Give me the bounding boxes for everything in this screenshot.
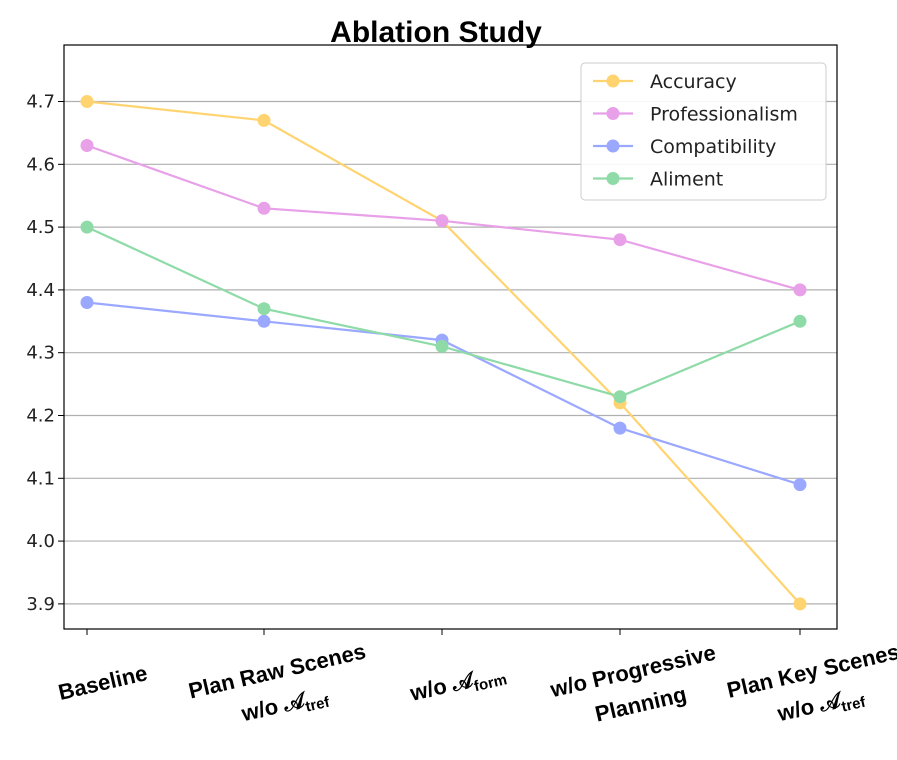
x-tick-label: Baseline <box>56 660 150 705</box>
legend-box <box>580 62 827 201</box>
legend-label-aliment: Aliment <box>650 169 723 191</box>
data-point-aliment <box>80 220 94 234</box>
series-layer <box>80 95 807 611</box>
data-point-professionalism <box>435 214 449 228</box>
data-point-professionalism <box>613 233 627 247</box>
data-point-aliment <box>793 314 807 328</box>
legend-marker-compatibility <box>606 139 620 153</box>
y-tick-label: 4.7 <box>26 92 55 113</box>
plot-frame <box>63 44 838 630</box>
data-point-professionalism <box>793 283 807 297</box>
chart-title: Ablation Study <box>330 16 542 49</box>
gridlines <box>64 100 837 605</box>
y-tick-label: 4.5 <box>26 217 55 238</box>
data-point-aliment <box>257 302 271 316</box>
y-axis-ticks: 3.9 4.0 4.1 4.2 4.3 4.4 4.5 4.6 4.7 <box>26 92 64 615</box>
data-point-compatibility <box>613 421 627 435</box>
legend-label-compatibility: Compatibility <box>650 136 776 158</box>
svg-text:Baseline: Baseline <box>56 660 150 705</box>
legend-label-accuracy: Accuracy <box>650 71 737 93</box>
data-point-aliment <box>613 390 627 404</box>
y-tick-label: 3.9 <box>26 594 55 615</box>
legend-marker-accuracy <box>606 74 620 88</box>
y-tick-label: 4.4 <box>26 280 55 301</box>
x-tick-label: w/o 𝒜form <box>407 660 509 710</box>
svg-text:w/o 𝒜form: w/o 𝒜form <box>407 660 509 710</box>
y-tick-label: 4.0 <box>26 531 55 552</box>
y-tick-label: 4.3 <box>26 343 55 364</box>
series-line-aliment <box>86 226 801 398</box>
legend-label-professionalism: Professionalism <box>650 104 798 126</box>
y-tick-label: 4.2 <box>26 405 55 426</box>
data-point-professionalism <box>257 201 271 215</box>
data-point-professionalism <box>80 139 94 152</box>
y-tick-label: 4.6 <box>26 154 55 175</box>
data-point-compatibility <box>793 478 807 492</box>
series-line-compatibility <box>86 301 801 486</box>
legend-marker-aliment <box>606 172 620 185</box>
legend-marker-professionalism <box>606 107 620 120</box>
data-point-compatibility <box>80 296 94 309</box>
data-point-compatibility <box>257 314 271 328</box>
y-tick-label: 4.1 <box>26 468 55 489</box>
data-point-accuracy <box>793 597 807 611</box>
data-point-aliment <box>435 339 449 353</box>
legend: Accuracy Professionalism Compatibility Alim… <box>580 62 827 201</box>
data-point-accuracy <box>257 113 271 127</box>
data-point-accuracy <box>80 95 94 108</box>
